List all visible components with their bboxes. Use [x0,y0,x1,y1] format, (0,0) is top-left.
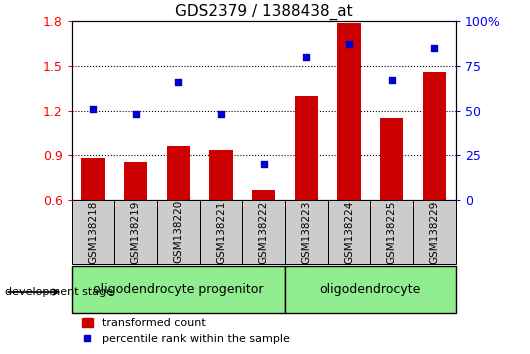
Bar [114,200,157,264]
Text: oligodendrocyte progenitor: oligodendrocyte progenitor [93,283,263,296]
Text: GSM138225: GSM138225 [387,200,397,264]
Bar [423,72,446,200]
Text: oligodendrocyte: oligodendrocyte [320,283,421,296]
Point [260,161,268,167]
Bar [72,266,285,313]
Bar [413,200,456,264]
Bar [81,158,104,200]
Text: GSM138224: GSM138224 [344,200,354,264]
Bar [209,150,233,200]
Bar [285,200,328,264]
Bar [337,23,361,200]
Text: GSM138220: GSM138220 [173,200,183,263]
Bar [380,118,403,200]
Text: GSM138222: GSM138222 [259,200,269,264]
Bar [166,145,190,200]
Bar [295,96,318,200]
Bar [370,200,413,264]
Bar [242,200,285,264]
Point [302,54,311,60]
Bar [285,266,456,313]
Point [430,45,439,51]
Bar [157,200,200,264]
Bar [328,200,370,264]
Text: GSM138219: GSM138219 [130,200,140,264]
Text: GSM138221: GSM138221 [216,200,226,264]
Point [174,79,182,85]
Point [387,78,396,83]
Text: GSM138229: GSM138229 [429,200,439,264]
Point [89,106,97,112]
Legend: transformed count, percentile rank within the sample: transformed count, percentile rank withi… [77,314,294,348]
Bar [124,162,147,200]
Bar [252,190,276,200]
Bar [200,200,242,264]
Bar [72,200,114,264]
Point [131,112,140,117]
Point [345,42,354,47]
Title: GDS2379 / 1388438_at: GDS2379 / 1388438_at [175,4,352,20]
Point [217,112,225,117]
Text: GSM138218: GSM138218 [88,200,98,264]
Text: development stage: development stage [5,287,113,297]
Text: GSM138223: GSM138223 [302,200,311,264]
